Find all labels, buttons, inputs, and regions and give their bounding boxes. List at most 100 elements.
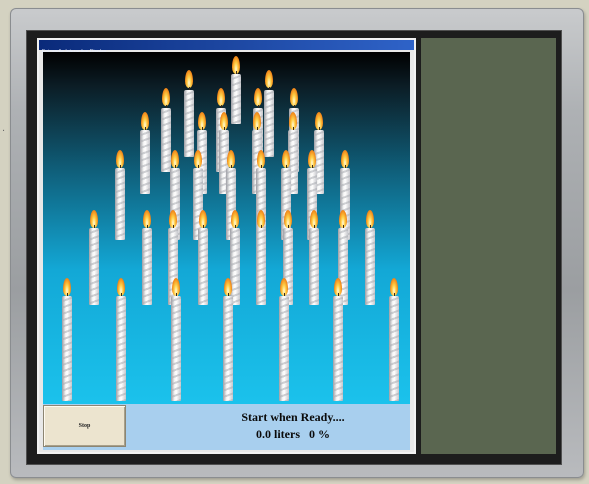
candle-stick — [281, 168, 291, 240]
candle-stick — [256, 228, 266, 305]
candle-flame — [308, 150, 316, 168]
candle-flame — [265, 70, 273, 88]
candle-wick — [261, 165, 262, 168]
candle-wick — [121, 293, 122, 296]
candle-flame — [220, 112, 228, 130]
candle-flame — [199, 210, 207, 228]
candle-flame — [282, 150, 290, 168]
candle-wick — [343, 225, 344, 228]
candle-wick — [284, 293, 285, 296]
candle-flame — [366, 210, 374, 228]
candle-flame — [172, 278, 180, 296]
candle-flame — [315, 112, 323, 130]
candle-flame — [280, 278, 288, 296]
candle-stick — [170, 168, 180, 240]
candle-wick — [94, 225, 95, 228]
candle-wick — [269, 87, 270, 90]
candle-flame — [141, 112, 149, 130]
status-display: Start when Ready.... 0.0 liters 0 % — [143, 409, 443, 443]
candle-flame — [227, 150, 235, 168]
candle-stick — [338, 228, 348, 305]
candle-flame — [334, 278, 342, 296]
candle-stick — [314, 130, 324, 194]
candle-wick — [145, 127, 146, 130]
candle-flame — [116, 150, 124, 168]
percent-readout: 0 % — [309, 427, 330, 441]
candle-stick — [283, 228, 293, 305]
app-window: Epicandle Interactive Display Stop Start… — [37, 38, 416, 454]
candle-flame — [253, 112, 261, 130]
candle-wick — [235, 225, 236, 228]
candle-stick — [197, 130, 207, 194]
candle-wick — [202, 127, 203, 130]
candle-stick — [171, 296, 181, 401]
candle-flame — [232, 56, 240, 74]
candle-wick — [314, 225, 315, 228]
candle-flame — [143, 210, 151, 228]
candle-wick — [257, 127, 258, 130]
candle-stick — [279, 296, 289, 401]
candle-stick — [264, 90, 274, 157]
candle-wick — [286, 165, 287, 168]
candle-flame — [254, 88, 262, 106]
candle-wick — [203, 225, 204, 228]
status-readout: 0.0 liters 0 % — [143, 426, 443, 443]
candle-wick — [198, 165, 199, 168]
candle-flame — [390, 278, 398, 296]
candle-stick — [62, 296, 72, 401]
candle-wick — [173, 225, 174, 228]
status-message: Start when Ready.... — [241, 410, 345, 424]
candle-stick — [140, 130, 150, 194]
candle-wick — [120, 165, 121, 168]
candle-flame — [289, 112, 297, 130]
candle-flame — [169, 210, 177, 228]
window-titlebar[interactable]: Epicandle Interactive Display — [39, 40, 414, 55]
candle-flame — [171, 150, 179, 168]
candle-flame — [310, 210, 318, 228]
candle-wick — [175, 165, 176, 168]
candle-flame — [224, 278, 232, 296]
candle-stick — [161, 108, 171, 172]
candle-scene[interactable] — [43, 52, 410, 404]
candle-wick — [231, 165, 232, 168]
candle-stick — [256, 168, 266, 240]
candle-flame — [63, 278, 71, 296]
candle-stick — [307, 168, 317, 240]
candle-flame — [257, 150, 265, 168]
candle-stick — [288, 130, 298, 194]
candle-stick — [309, 228, 319, 305]
stop-button[interactable]: Stop — [43, 405, 126, 447]
candle-wick — [345, 165, 346, 168]
candle-stick — [226, 168, 236, 240]
candle-wick — [370, 225, 371, 228]
candle-flame — [90, 210, 98, 228]
candle-wick — [394, 293, 395, 296]
candle-stick — [365, 228, 375, 305]
candle-stick — [116, 296, 126, 401]
control-panel: Stop Start when Ready.... 0.0 liters 0 % — [43, 404, 410, 450]
candle-wick — [319, 127, 320, 130]
candle-flame — [198, 112, 206, 130]
candle-flame — [117, 278, 125, 296]
candle-wick — [67, 293, 68, 296]
candle-wick — [147, 225, 148, 228]
candle-flame — [257, 210, 265, 228]
candle-stick — [115, 168, 125, 240]
candle-stick — [230, 228, 240, 305]
candle-flame — [162, 88, 170, 106]
candle-flame — [231, 210, 239, 228]
candle-stick — [333, 296, 343, 401]
candle-stick — [198, 228, 208, 305]
candle-stick — [231, 74, 241, 124]
candle-flame — [341, 150, 349, 168]
candle-wick — [294, 105, 295, 108]
candle-stick — [193, 168, 203, 240]
candle-wick — [228, 293, 229, 296]
candle-flame — [339, 210, 347, 228]
candle-stick — [89, 228, 99, 305]
candle-stick — [184, 90, 194, 157]
candle-stick — [389, 296, 399, 401]
candle-wick — [166, 105, 167, 108]
candle-stick — [219, 130, 229, 194]
candle-stick — [340, 168, 350, 240]
